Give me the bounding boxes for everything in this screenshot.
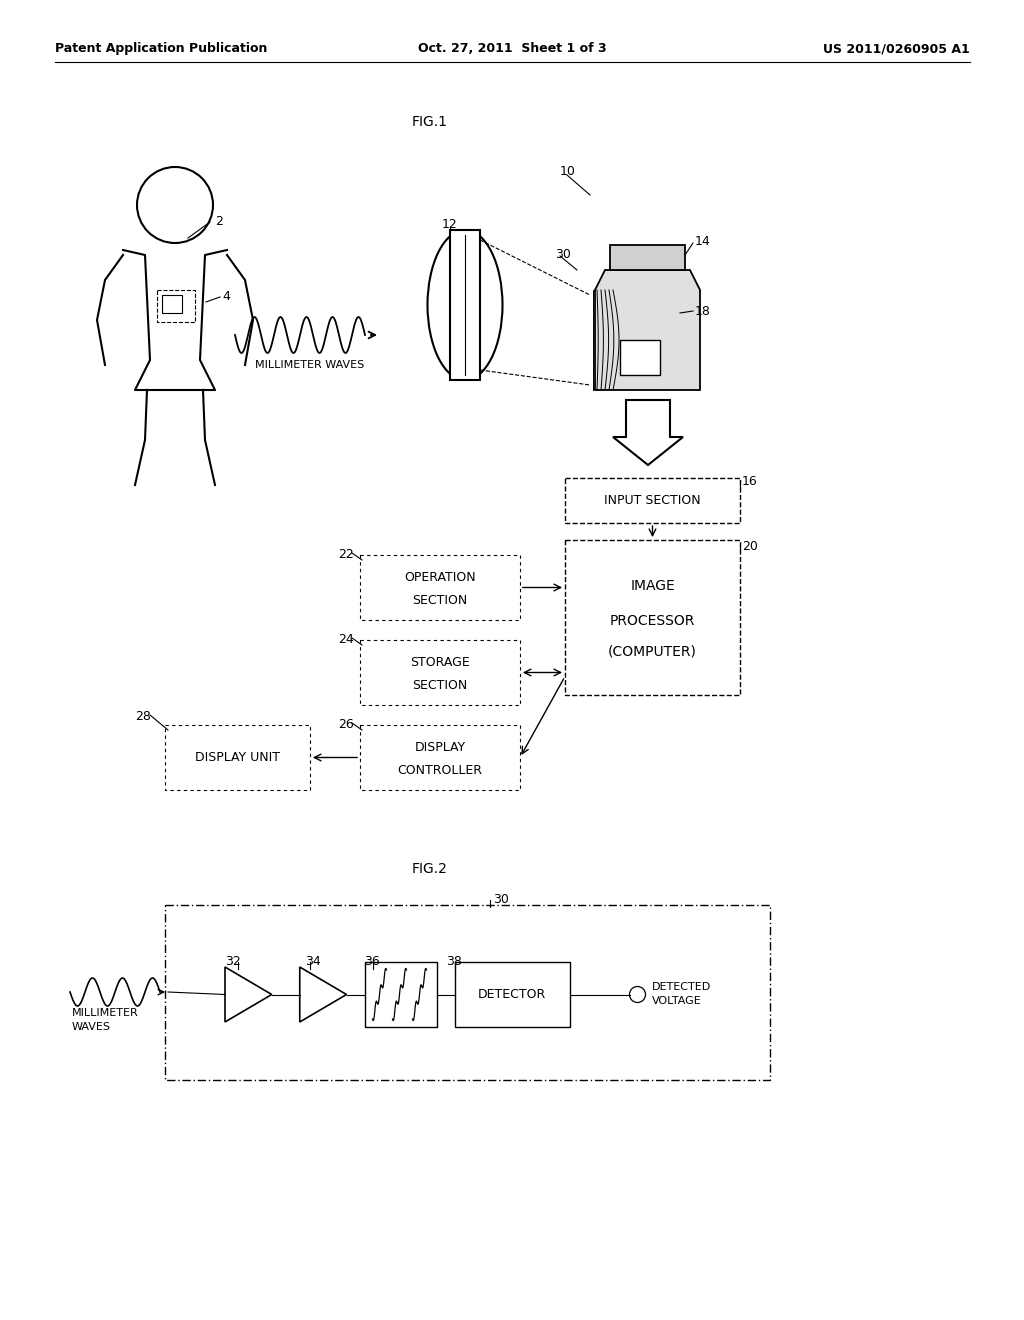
Text: 22: 22 — [338, 548, 353, 561]
Text: (COMPUTER): (COMPUTER) — [608, 644, 697, 659]
Text: CONTROLLER: CONTROLLER — [397, 764, 482, 777]
Text: 26: 26 — [338, 718, 353, 731]
Text: DETECTED: DETECTED — [651, 982, 711, 993]
Bar — [455, 962, 569, 1027]
Text: 10: 10 — [560, 165, 575, 178]
Text: 24: 24 — [338, 634, 353, 645]
Bar — [565, 478, 740, 523]
Bar — [620, 341, 660, 375]
Text: 14: 14 — [695, 235, 711, 248]
Bar — [565, 540, 740, 696]
Bar — [360, 554, 520, 620]
Text: 20: 20 — [742, 540, 758, 553]
Text: 34: 34 — [305, 954, 321, 968]
Text: 28: 28 — [135, 710, 151, 723]
Text: DISPLAY UNIT: DISPLAY UNIT — [195, 751, 280, 764]
Text: 4: 4 — [222, 290, 229, 304]
Text: OPERATION: OPERATION — [404, 572, 476, 585]
Bar — [165, 906, 770, 1080]
Text: DISPLAY: DISPLAY — [415, 742, 466, 754]
Text: VOLTAGE: VOLTAGE — [651, 997, 701, 1006]
Text: STORAGE: STORAGE — [411, 656, 470, 669]
Text: SECTION: SECTION — [413, 678, 468, 692]
Bar — [360, 640, 520, 705]
Text: 30: 30 — [555, 248, 570, 261]
Text: 16: 16 — [742, 475, 758, 488]
Text: MILLIMETER WAVES: MILLIMETER WAVES — [255, 360, 365, 370]
Text: 2: 2 — [215, 215, 223, 228]
Text: FIG.2: FIG.2 — [412, 862, 447, 876]
Text: FIG.1: FIG.1 — [412, 115, 449, 129]
Text: WAVES: WAVES — [72, 1022, 111, 1032]
Text: 30: 30 — [493, 894, 509, 906]
Bar — [162, 294, 182, 313]
Text: MILLIMETER: MILLIMETER — [72, 1008, 138, 1018]
Text: US 2011/0260905 A1: US 2011/0260905 A1 — [823, 42, 970, 55]
Text: Oct. 27, 2011  Sheet 1 of 3: Oct. 27, 2011 Sheet 1 of 3 — [418, 42, 606, 55]
Bar — [450, 230, 480, 380]
Text: 32: 32 — [225, 954, 241, 968]
Text: 18: 18 — [695, 305, 711, 318]
Text: DETECTOR: DETECTOR — [478, 987, 546, 1001]
Bar — [360, 725, 520, 789]
Text: Patent Application Publication: Patent Application Publication — [55, 42, 267, 55]
Polygon shape — [610, 246, 685, 271]
Text: PROCESSOR: PROCESSOR — [610, 614, 695, 627]
Text: INPUT SECTION: INPUT SECTION — [604, 494, 700, 507]
Text: 36: 36 — [365, 954, 380, 968]
Bar — [157, 290, 195, 322]
Text: 12: 12 — [442, 218, 458, 231]
Polygon shape — [595, 271, 700, 389]
Text: IMAGE: IMAGE — [630, 579, 675, 594]
Text: 38: 38 — [446, 954, 463, 968]
Bar — [165, 725, 310, 789]
Bar — [365, 962, 436, 1027]
Polygon shape — [613, 400, 683, 465]
Text: SECTION: SECTION — [413, 594, 468, 607]
